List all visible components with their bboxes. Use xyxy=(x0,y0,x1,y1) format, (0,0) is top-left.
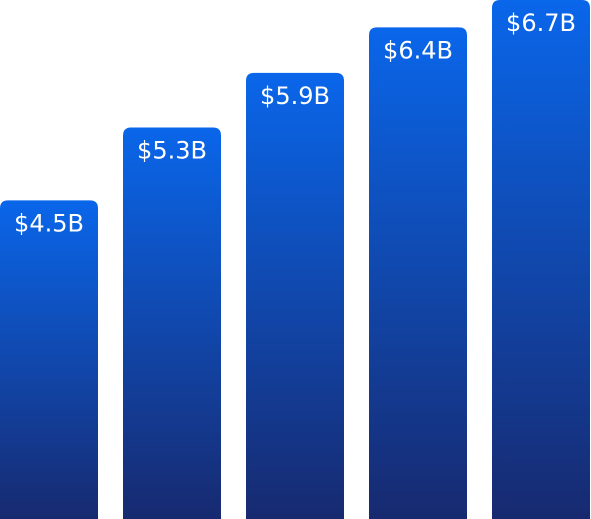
bar xyxy=(0,200,98,519)
value-label: $5.3B xyxy=(137,136,207,164)
value-label: $6.4B xyxy=(383,36,453,64)
value-label: $4.5B xyxy=(14,209,84,237)
bar xyxy=(369,27,467,519)
bar xyxy=(123,127,221,519)
bar xyxy=(492,0,590,519)
value-label: $6.7B xyxy=(506,9,576,37)
value-label: $5.9B xyxy=(260,82,330,110)
bar xyxy=(246,72,344,519)
